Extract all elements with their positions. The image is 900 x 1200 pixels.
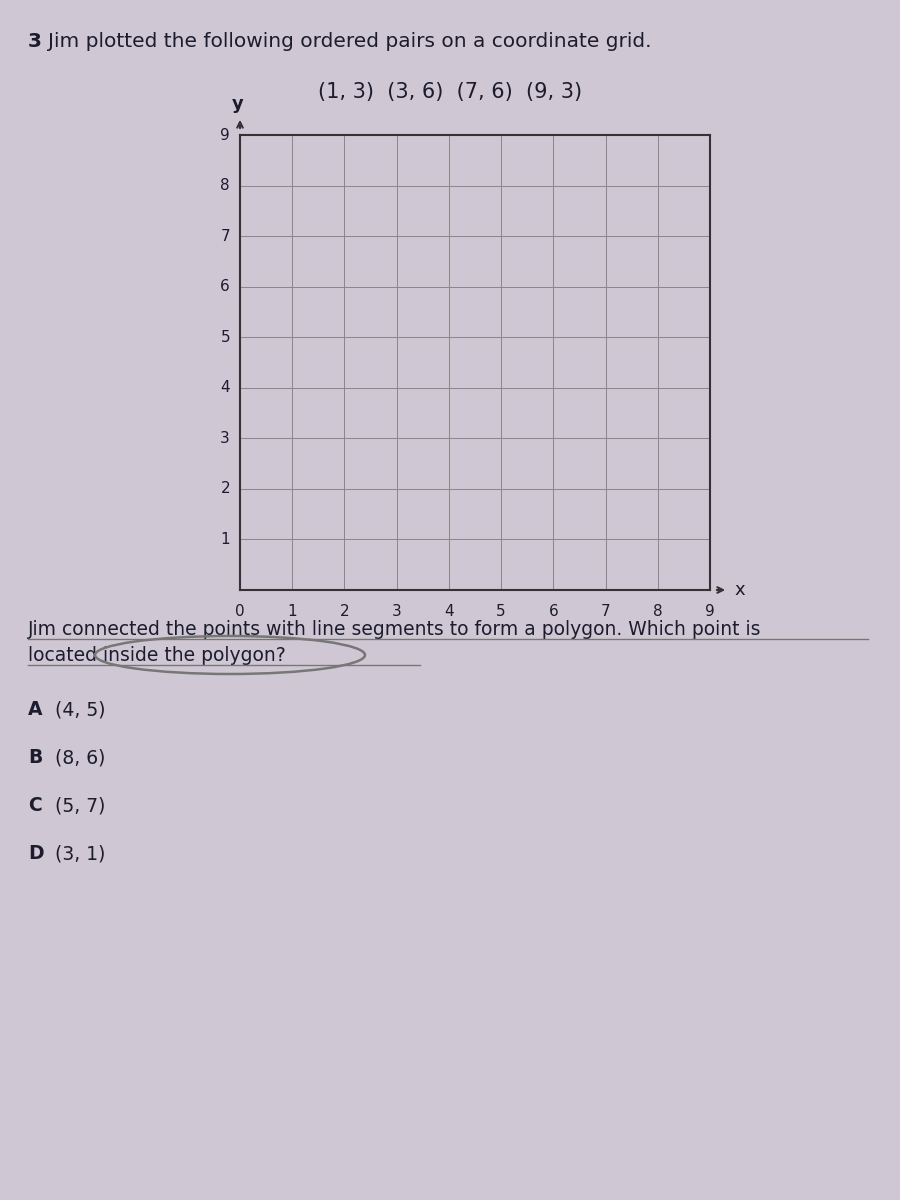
Text: 1: 1 <box>220 532 230 547</box>
Text: 9: 9 <box>220 127 230 143</box>
Text: 4: 4 <box>444 604 454 619</box>
Text: (1, 3)  (3, 6)  (7, 6)  (9, 3): (1, 3) (3, 6) (7, 6) (9, 3) <box>318 82 582 102</box>
Text: (8, 6): (8, 6) <box>55 748 105 767</box>
Text: 5: 5 <box>496 604 506 619</box>
Text: A: A <box>28 700 42 719</box>
Text: 2: 2 <box>339 604 349 619</box>
Text: 0: 0 <box>235 604 245 619</box>
Text: (4, 5): (4, 5) <box>55 700 105 719</box>
Text: Jim connected the points with line segments to form a polygon. Which point is: Jim connected the points with line segme… <box>28 620 761 638</box>
Text: 7: 7 <box>220 229 230 244</box>
Text: 1: 1 <box>287 604 297 619</box>
Text: Jim plotted the following ordered pairs on a coordinate grid.: Jim plotted the following ordered pairs … <box>48 32 652 50</box>
Text: 4: 4 <box>220 380 230 395</box>
Text: 5: 5 <box>220 330 230 344</box>
Text: y: y <box>232 95 244 113</box>
Text: B: B <box>28 748 42 767</box>
Text: 3: 3 <box>28 32 42 50</box>
Text: 3: 3 <box>392 604 401 619</box>
Text: C: C <box>28 796 41 815</box>
Text: 3: 3 <box>220 431 230 446</box>
Text: 9: 9 <box>705 604 715 619</box>
Text: 6: 6 <box>548 604 558 619</box>
Text: 6: 6 <box>220 280 230 294</box>
Text: 8: 8 <box>653 604 662 619</box>
Text: 7: 7 <box>600 604 610 619</box>
Text: 2: 2 <box>220 481 230 497</box>
Text: (3, 1): (3, 1) <box>55 844 105 863</box>
Text: 8: 8 <box>220 178 230 193</box>
Text: x: x <box>734 581 744 599</box>
Text: (5, 7): (5, 7) <box>55 796 105 815</box>
Text: D: D <box>28 844 43 863</box>
Text: located inside the polygon?: located inside the polygon? <box>28 646 286 665</box>
